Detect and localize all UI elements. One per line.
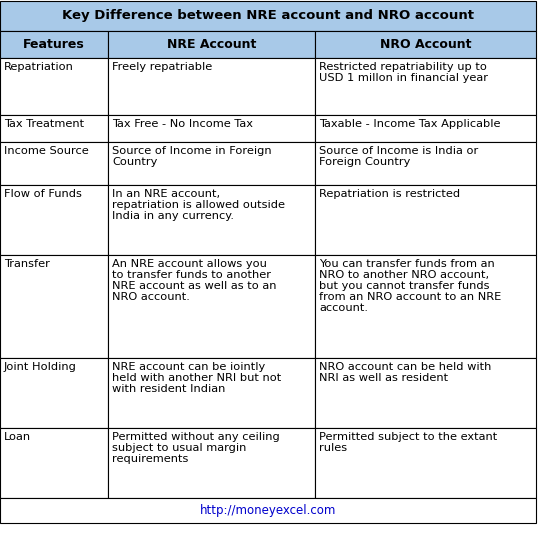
Text: Freely repatriable: Freely repatriable — [112, 62, 213, 72]
Bar — [108, 255, 315, 358]
Bar — [0, 1, 536, 31]
Text: Repatriation: Repatriation — [4, 62, 74, 72]
Text: USD 1 millon in financial year: USD 1 millon in financial year — [319, 73, 488, 83]
Text: Income Source: Income Source — [4, 146, 89, 156]
Text: NRO Account: NRO Account — [380, 38, 471, 51]
Text: from an NRO account to an NRE: from an NRO account to an NRE — [319, 292, 501, 302]
Text: Transfer: Transfer — [4, 259, 50, 269]
Text: Features: Features — [23, 38, 85, 51]
Bar — [315, 255, 536, 358]
Text: but you cannot transfer funds: but you cannot transfer funds — [319, 281, 490, 291]
Bar — [315, 31, 536, 58]
Bar — [0, 358, 108, 428]
Text: NRO account.: NRO account. — [112, 292, 190, 302]
Bar — [108, 115, 315, 142]
Text: Source of Income in Foreign: Source of Income in Foreign — [112, 146, 272, 156]
Text: Flow of Funds: Flow of Funds — [4, 189, 82, 199]
Bar — [0, 498, 536, 523]
Bar — [108, 58, 315, 115]
Bar — [108, 142, 315, 185]
Text: Restricted repatriability up to: Restricted repatriability up to — [319, 62, 487, 72]
Bar — [315, 115, 536, 142]
Text: held with another NRI but not: held with another NRI but not — [112, 373, 281, 383]
Bar — [315, 428, 536, 498]
Text: Permitted subject to the extant: Permitted subject to the extant — [319, 432, 497, 442]
Text: Loan: Loan — [4, 432, 31, 442]
Text: Tax Treatment: Tax Treatment — [4, 119, 84, 129]
Bar — [108, 185, 315, 255]
Bar — [0, 58, 108, 115]
Text: account.: account. — [319, 303, 368, 313]
Bar — [108, 31, 315, 58]
Text: Joint Holding: Joint Holding — [4, 362, 77, 372]
Text: Taxable - Income Tax Applicable: Taxable - Income Tax Applicable — [319, 119, 500, 129]
Text: India in any currency.: India in any currency. — [112, 211, 234, 221]
Text: Source of Income is India or: Source of Income is India or — [319, 146, 478, 156]
Text: subject to usual margin: subject to usual margin — [112, 443, 246, 453]
Bar — [108, 358, 315, 428]
Bar — [0, 185, 108, 255]
Bar — [315, 185, 536, 255]
Bar — [0, 115, 108, 142]
Text: with resident Indian: with resident Indian — [112, 384, 225, 394]
Text: NRE Account: NRE Account — [167, 38, 256, 51]
Text: to transfer funds to another: to transfer funds to another — [112, 270, 271, 280]
Text: Permitted without any ceiling: Permitted without any ceiling — [112, 432, 280, 442]
Text: Foreign Country: Foreign Country — [319, 157, 410, 167]
Text: NRO to another NRO account,: NRO to another NRO account, — [319, 270, 489, 280]
Text: In an NRE account,: In an NRE account, — [112, 189, 220, 199]
Text: rules: rules — [319, 443, 347, 453]
Bar — [0, 428, 108, 498]
Text: requirements: requirements — [112, 454, 188, 464]
Text: NRO account can be held with: NRO account can be held with — [319, 362, 491, 372]
Text: An NRE account allows you: An NRE account allows you — [112, 259, 267, 269]
Bar — [315, 142, 536, 185]
Text: NRE account as well as to an: NRE account as well as to an — [112, 281, 277, 291]
Bar — [0, 31, 108, 58]
Bar — [315, 358, 536, 428]
Text: You can transfer funds from an: You can transfer funds from an — [319, 259, 495, 269]
Text: NRE account can be iointly: NRE account can be iointly — [112, 362, 265, 372]
Bar — [0, 142, 108, 185]
Bar — [315, 58, 536, 115]
Text: Key Difference between NRE account and NRO account: Key Difference between NRE account and N… — [62, 10, 474, 23]
Text: http://moneyexcel.com: http://moneyexcel.com — [200, 504, 336, 517]
Text: Country: Country — [112, 157, 158, 167]
Text: repatriation is allowed outside: repatriation is allowed outside — [112, 200, 285, 210]
Text: NRI as well as resident: NRI as well as resident — [319, 373, 448, 383]
Text: Repatriation is restricted: Repatriation is restricted — [319, 189, 460, 199]
Text: Tax Free - No Income Tax: Tax Free - No Income Tax — [112, 119, 253, 129]
Bar — [0, 255, 108, 358]
Bar — [108, 428, 315, 498]
